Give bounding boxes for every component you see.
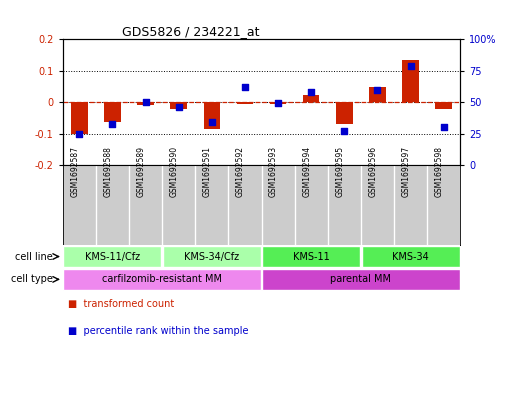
Bar — [435, 102, 452, 109]
Bar — [270, 102, 287, 104]
Bar — [163, 246, 261, 267]
Text: ■  percentile rank within the sample: ■ percentile rank within the sample — [68, 326, 248, 336]
Text: parental MM: parental MM — [331, 274, 391, 285]
Point — [75, 130, 84, 137]
Text: KMS-34/Cfz: KMS-34/Cfz — [184, 252, 240, 261]
Text: GSM1692589: GSM1692589 — [137, 146, 145, 197]
Point — [307, 89, 315, 95]
Bar — [104, 102, 121, 122]
Point — [208, 119, 216, 125]
Bar — [63, 269, 261, 290]
Bar — [336, 102, 353, 123]
Text: cell type: cell type — [11, 274, 53, 285]
Bar — [262, 246, 360, 267]
Bar — [236, 102, 253, 105]
Text: KMS-11/Cfz: KMS-11/Cfz — [85, 252, 140, 261]
Point — [175, 104, 183, 110]
Text: GSM1692594: GSM1692594 — [302, 146, 311, 197]
Text: GSM1692597: GSM1692597 — [402, 146, 411, 197]
Point — [439, 124, 448, 130]
Bar — [303, 95, 320, 102]
Point — [108, 120, 117, 127]
Point — [141, 99, 150, 105]
Bar — [170, 102, 187, 109]
Bar — [361, 246, 460, 267]
Bar — [71, 102, 87, 134]
Text: GDS5826 / 234221_at: GDS5826 / 234221_at — [122, 25, 260, 38]
Text: GSM1692592: GSM1692592 — [236, 146, 245, 197]
Text: GSM1692593: GSM1692593 — [269, 146, 278, 197]
Bar — [262, 269, 460, 290]
Point — [241, 84, 249, 90]
Text: GSM1692596: GSM1692596 — [368, 146, 378, 197]
Text: GSM1692588: GSM1692588 — [104, 146, 112, 197]
Bar — [402, 60, 419, 102]
Text: ■  transformed count: ■ transformed count — [68, 299, 174, 309]
Text: GSM1692587: GSM1692587 — [70, 146, 79, 197]
Text: KMS-11: KMS-11 — [293, 252, 329, 261]
Point — [406, 62, 415, 69]
Bar — [369, 87, 385, 102]
Text: GSM1692595: GSM1692595 — [335, 146, 344, 197]
Point — [340, 128, 348, 134]
Text: GSM1692591: GSM1692591 — [203, 146, 212, 197]
Point — [274, 100, 282, 107]
Text: GSM1692598: GSM1692598 — [435, 146, 444, 197]
Bar — [137, 102, 154, 105]
Text: carfilzomib-resistant MM: carfilzomib-resistant MM — [102, 274, 222, 285]
Text: KMS-34: KMS-34 — [392, 252, 429, 261]
Bar — [203, 102, 220, 129]
Text: GSM1692590: GSM1692590 — [169, 146, 179, 197]
Point — [373, 86, 382, 93]
Text: cell line: cell line — [15, 252, 53, 261]
Bar — [63, 246, 162, 267]
